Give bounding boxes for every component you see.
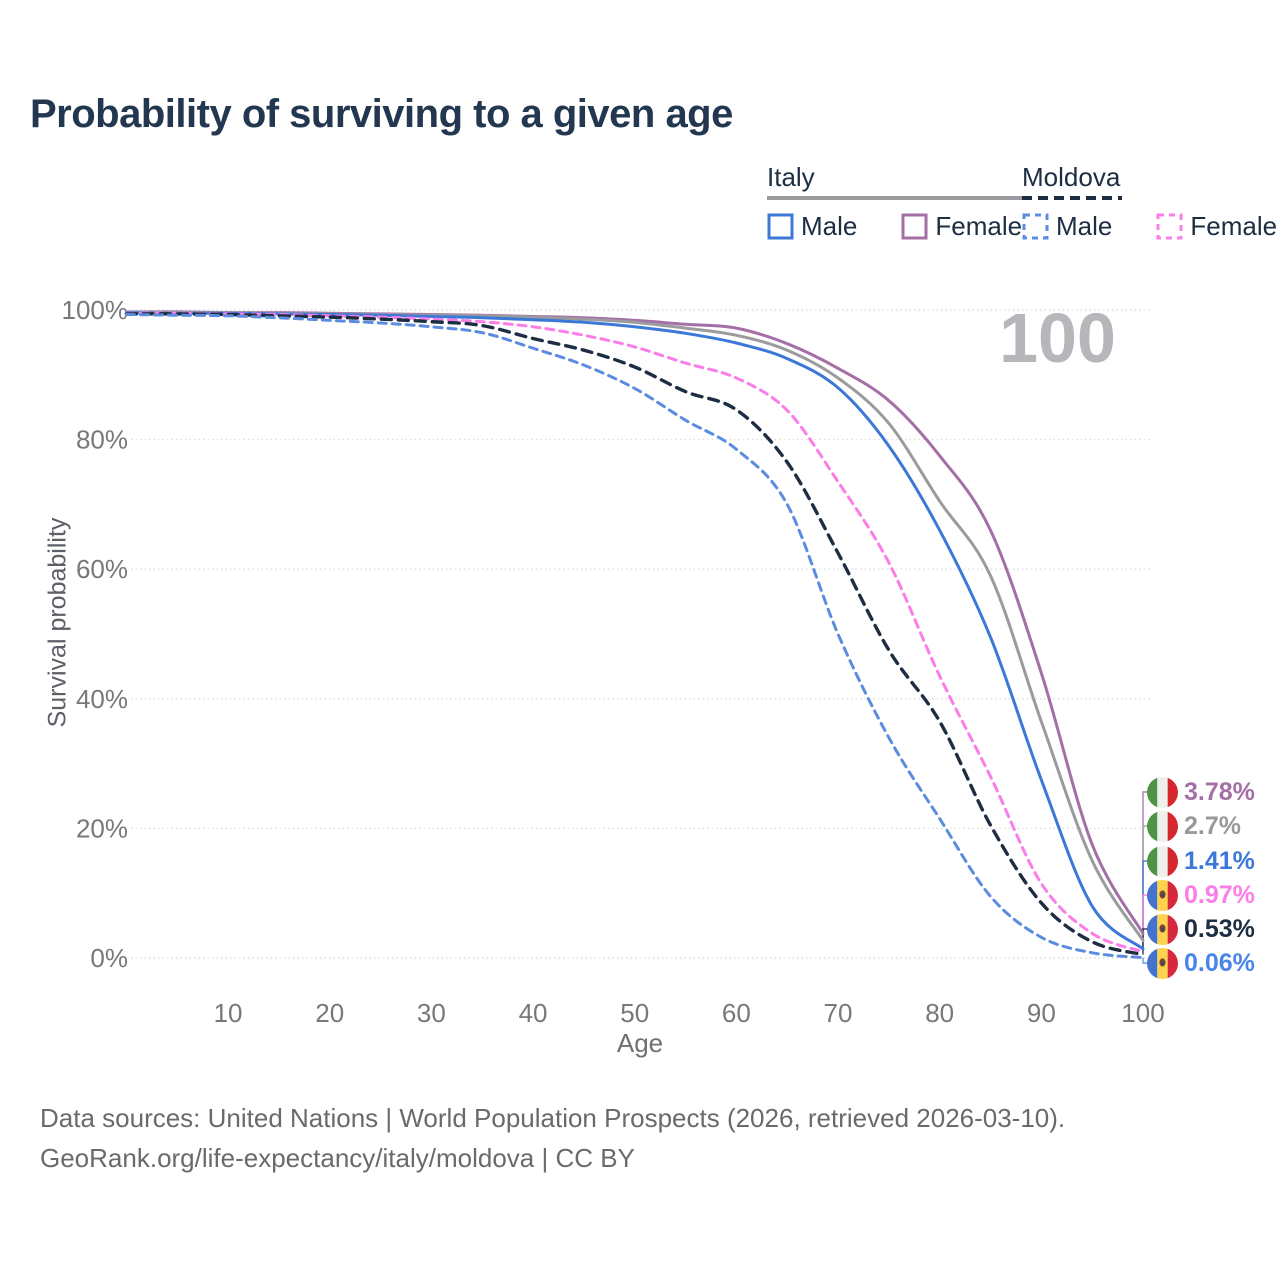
end-label-value: 0.53% (1184, 914, 1255, 943)
x-axis-title: Age (616, 1028, 664, 1058)
italy-flag-icon (1147, 776, 1178, 808)
survival-curve-moldova-female[interactable] (124, 311, 1145, 954)
y-tick-label: 100% (62, 295, 129, 325)
footer: Data sources: United Nations | World Pop… (40, 1098, 1065, 1178)
italy-flag-icon (1147, 845, 1178, 877)
italy-female-swatch-icon (901, 213, 928, 240)
y-tick-label: 40% (76, 684, 128, 714)
survival-curve-italy-male[interactable] (124, 311, 1145, 951)
moldova-flag-icon (1147, 947, 1178, 979)
italy-flag-icon (1147, 810, 1178, 842)
x-tick-label: 30 (417, 998, 446, 1028)
survival-curve-moldova-overall[interactable] (124, 312, 1145, 957)
legend-italy-underline (767, 196, 1023, 200)
end-label-italy-2.7: 2.7% (1147, 810, 1241, 842)
end-label-value: 1.41% (1184, 846, 1255, 875)
y-tick-label: 0% (90, 943, 128, 973)
end-label-value: 0.06% (1184, 948, 1255, 977)
footer-data-sources: Data sources: United Nations | World Pop… (40, 1103, 1066, 1133)
survival-curve-italy-overall[interactable] (124, 310, 1145, 942)
legend-item-moldova-female[interactable]: Female (1156, 211, 1277, 242)
end-label-value: 0.97% (1184, 880, 1255, 909)
age-watermark: 100 (999, 299, 1116, 377)
end-label-value: 3.78% (1184, 777, 1255, 806)
y-tick-label: 60% (76, 554, 128, 584)
end-label-moldova-0.06: 0.06% (1147, 947, 1255, 979)
footer-attribution: GeoRank.org/life-expectancy/italy/moldov… (40, 1143, 635, 1173)
legend-item-label: Male (1056, 211, 1113, 241)
x-tick-label: 40 (519, 998, 548, 1028)
italy-male-swatch-icon (767, 213, 794, 240)
survival-curve-moldova-male[interactable] (124, 313, 1145, 960)
x-tick-label: 60 (722, 998, 751, 1028)
legend-group-italy: Italy Male Female (767, 162, 1023, 242)
legend-moldova-underline (1022, 196, 1122, 200)
legend-item-label: Male (801, 211, 858, 241)
leader-line (1142, 928, 1148, 955)
legend-item-label: Female (1190, 211, 1278, 241)
end-label-value: 2.7% (1184, 811, 1241, 840)
legend-italy-title: Italy (767, 162, 815, 192)
x-tick-label: 50 (620, 998, 649, 1028)
x-tick-label: 10 (214, 998, 243, 1028)
legend-item-label: Female (935, 211, 1023, 241)
end-label-moldova-0.97: 0.97% (1147, 879, 1255, 911)
y-tick-label: 80% (76, 425, 128, 455)
end-label-moldova-0.53: 0.53% (1147, 913, 1255, 945)
legend-moldova-title: Moldova (1022, 162, 1121, 192)
end-label-italy-3.78: 3.78% (1147, 776, 1255, 808)
moldova-flag-icon (1147, 913, 1178, 945)
legend-item-moldova-male[interactable]: Male (1022, 211, 1112, 242)
x-tick-label: 70 (824, 998, 853, 1028)
legend-item-italy-male[interactable]: Male (767, 211, 857, 242)
legend-item-italy-female[interactable]: Female (901, 211, 1022, 242)
y-axis-title: Survival probability (43, 517, 72, 728)
x-tick-label: 80 (925, 998, 954, 1028)
leader-line (1142, 957, 1148, 964)
moldova-male-swatch-icon (1022, 213, 1049, 240)
page-title: Probability of surviving to a given age (30, 92, 733, 136)
x-tick-label: 100 (1121, 998, 1164, 1028)
x-tick-label: 20 (315, 998, 344, 1028)
end-label-italy-1.41: 1.41% (1147, 845, 1255, 877)
moldova-flag-icon (1147, 879, 1178, 911)
y-tick-label: 20% (76, 813, 128, 843)
survival-curve-italy-female[interactable] (124, 310, 1145, 935)
x-tick-label: 90 (1027, 998, 1056, 1028)
moldova-female-swatch-icon (1156, 213, 1183, 240)
legend-group-moldova: Moldova Male Female (1022, 162, 1277, 242)
